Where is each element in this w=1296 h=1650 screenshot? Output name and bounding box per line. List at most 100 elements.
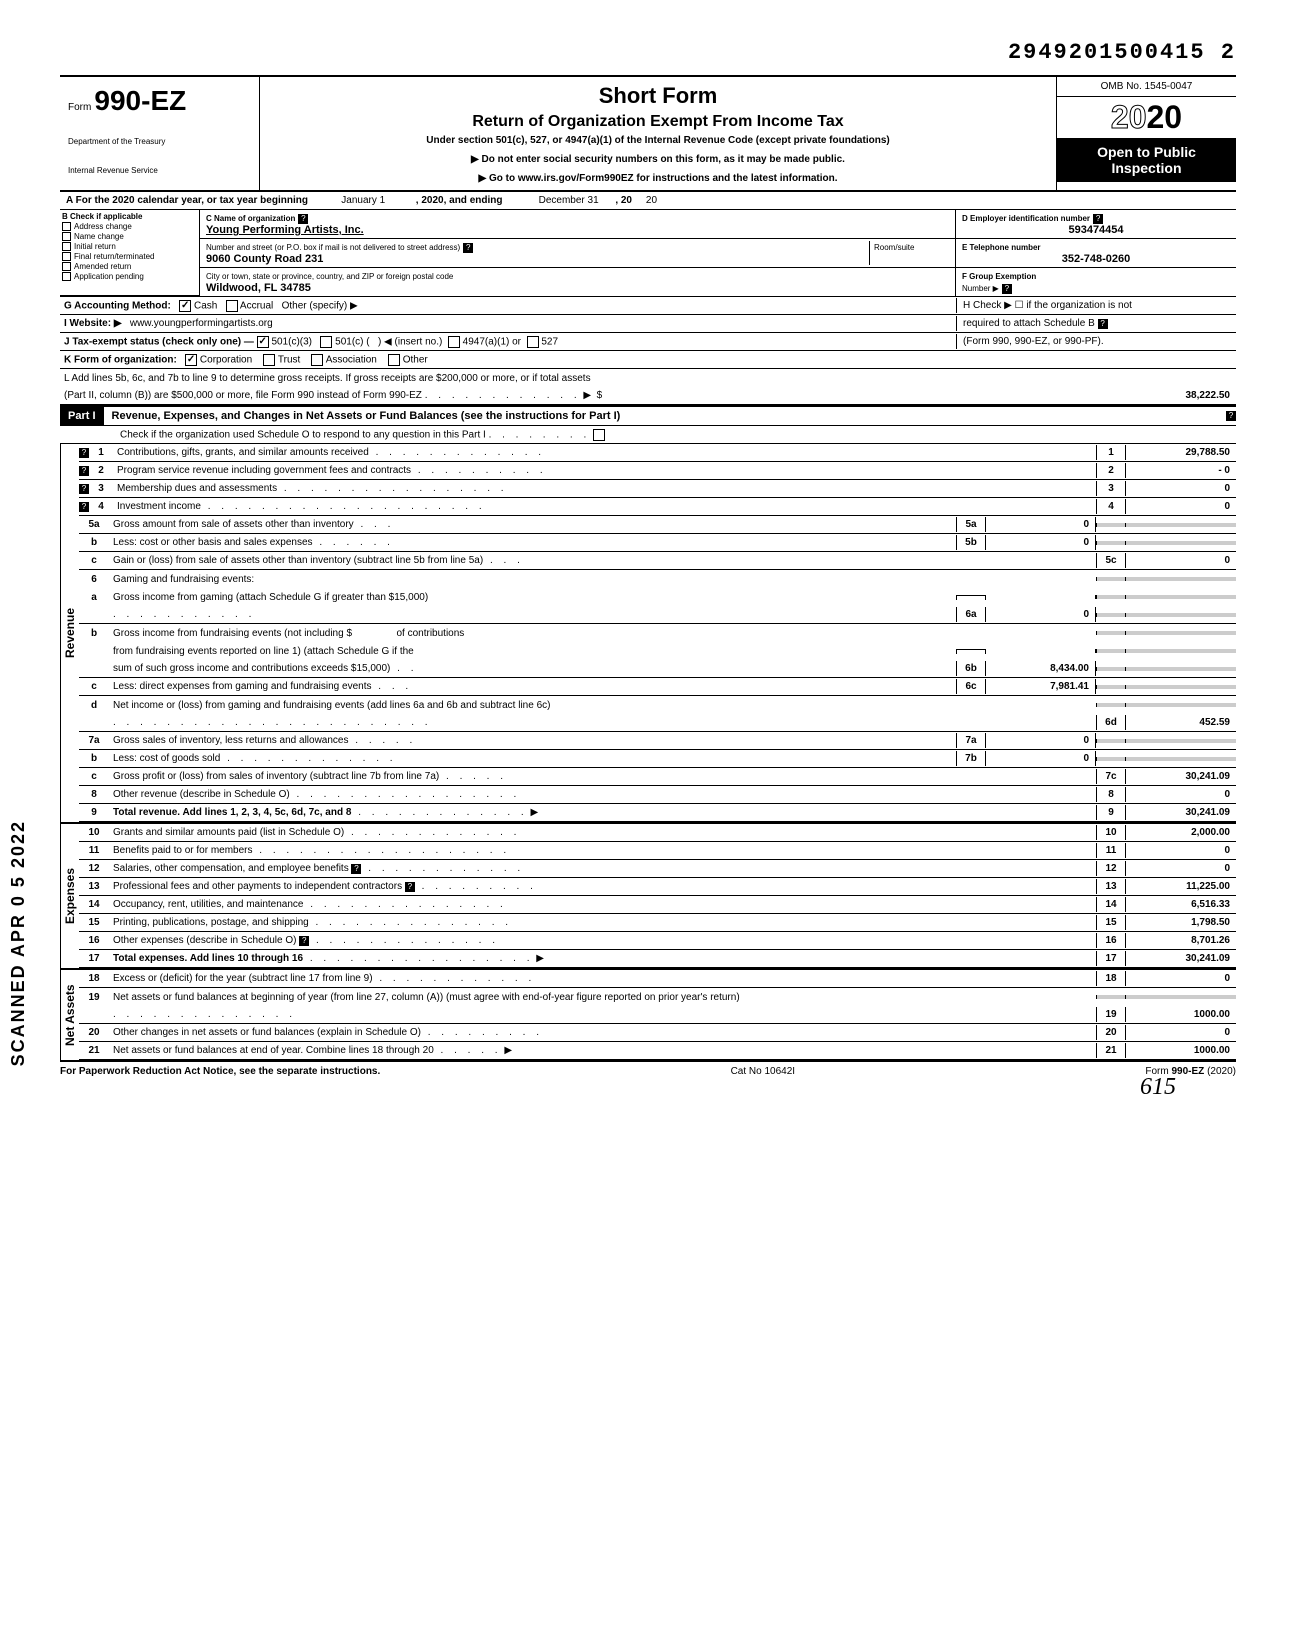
line-14-box: 14	[1096, 897, 1126, 912]
line-6d-text: Net income or (loss) from gaming and fun…	[109, 698, 1096, 713]
line-17-val: 30,241.09	[1126, 951, 1236, 966]
cal-mid: , 2020, and ending	[416, 195, 503, 206]
assoc-check[interactable]	[311, 354, 323, 366]
line-6b-val: 8,434.00	[986, 661, 1096, 676]
schedo-check[interactable]	[593, 429, 605, 441]
help-icon[interactable]: ?	[463, 243, 473, 253]
accrual-check[interactable]	[226, 300, 238, 312]
line-5b-box: 5b	[956, 535, 986, 550]
f-group-label: F Group Exemption	[962, 272, 1036, 281]
line-10-box: 10	[1096, 825, 1126, 840]
line-1-box: 1	[1096, 445, 1126, 460]
line-6d-num: d	[79, 700, 109, 711]
line-12-val: 0	[1126, 861, 1236, 876]
name-change-check[interactable]	[62, 232, 71, 241]
line-13-text: Professional fees and other payments to …	[113, 881, 402, 892]
help-icon[interactable]: ?	[1098, 319, 1108, 329]
corp-check[interactable]	[185, 354, 197, 366]
501c3-check[interactable]	[257, 336, 269, 348]
line-15-box: 15	[1096, 915, 1126, 930]
scanned-stamp: SCANNED APR 0 5 2022	[8, 820, 29, 1066]
i-website-label: I Website: ▶	[64, 318, 122, 329]
cal-yy: 20	[646, 195, 657, 206]
addr-change-check[interactable]	[62, 222, 71, 231]
line-5b-num: b	[79, 537, 109, 548]
pending-label: Application pending	[74, 272, 144, 281]
line-16-num: 16	[79, 935, 109, 946]
501c-label: 501(c) (	[335, 336, 369, 347]
line-6b-2: from fundraising events reported on line…	[109, 644, 956, 659]
line-2-val: - 0	[1126, 463, 1236, 478]
pending-check[interactable]	[62, 272, 71, 281]
help-icon[interactable]: ?	[79, 466, 89, 476]
501c-check[interactable]	[320, 336, 332, 348]
line-15-val: 1,798.50	[1126, 915, 1236, 930]
line-3-text: Membership dues and assessments	[117, 483, 277, 494]
amended-label: Amended return	[74, 262, 131, 271]
e-phone-label: E Telephone number	[962, 243, 1041, 252]
line-7c-num: c	[79, 771, 109, 782]
help-icon[interactable]: ?	[79, 484, 89, 494]
h-check-text: H Check ▶ ☐ if the organization is not	[956, 298, 1236, 313]
line-6c-num: c	[79, 681, 109, 692]
line-3-num: 3	[89, 483, 113, 494]
4947-check[interactable]	[448, 336, 460, 348]
other-org-check[interactable]	[388, 354, 400, 366]
line-7b-box: 7b	[956, 751, 986, 766]
footer-left: For Paperwork Reduction Act Notice, see …	[60, 1066, 380, 1077]
help-icon[interactable]: ?	[1093, 214, 1103, 224]
line-8-box: 8	[1096, 787, 1126, 802]
line-7b-num: b	[79, 753, 109, 764]
cash-check[interactable]	[179, 300, 191, 312]
line-1-text: Contributions, gifts, grants, and simila…	[117, 447, 369, 458]
trust-check[interactable]	[263, 354, 275, 366]
line-15-text: Printing, publications, postage, and shi…	[113, 917, 309, 928]
help-icon[interactable]: ?	[298, 214, 308, 224]
line-10-val: 2,000.00	[1126, 825, 1236, 840]
help-icon[interactable]: ?	[79, 502, 89, 512]
initial-return-check[interactable]	[62, 242, 71, 251]
cal-begin: January 1	[341, 195, 385, 206]
line-11-text: Benefits paid to or for members	[113, 845, 253, 856]
l-value: 38,222.50	[1126, 388, 1236, 403]
line-14-text: Occupancy, rent, utilities, and maintena…	[113, 899, 303, 910]
line-19-num: 19	[79, 992, 109, 1003]
line-3-box: 3	[1096, 481, 1126, 496]
part1-title: Revenue, Expenses, and Changes in Net As…	[104, 407, 1226, 425]
line-2-box: 2	[1096, 463, 1126, 478]
line-12-num: 12	[79, 863, 109, 874]
return-title: Return of Organization Exempt From Incom…	[270, 113, 1046, 131]
help-icon[interactable]: ?	[405, 882, 415, 892]
line-7a-num: 7a	[79, 735, 109, 746]
line-11-num: 11	[79, 845, 109, 856]
final-return-label: Final return/terminated	[74, 252, 154, 261]
line-6-text: Gaming and fundraising events:	[109, 572, 1096, 587]
line-6a-val: 0	[986, 607, 1096, 622]
line-5a-num: 5a	[79, 519, 109, 530]
help-icon[interactable]: ?	[351, 864, 361, 874]
line-21-text: Net assets or fund balances at end of ye…	[113, 1045, 434, 1056]
line-9-text: Total revenue. Add lines 1, 2, 3, 4, 5c,…	[113, 807, 351, 818]
help-icon[interactable]: ?	[299, 936, 309, 946]
help-icon[interactable]: ?	[1002, 284, 1012, 294]
527-check[interactable]	[527, 336, 539, 348]
amended-check[interactable]	[62, 262, 71, 271]
dln-number: 2949201500415 2	[60, 40, 1236, 65]
line-6-num: 6	[79, 574, 109, 585]
g-accounting-label: G Accounting Method:	[64, 300, 171, 311]
final-return-check[interactable]	[62, 252, 71, 261]
l-line1: L Add lines 5b, 6c, and 7b to line 9 to …	[60, 371, 1236, 386]
help-icon[interactable]: ?	[79, 448, 89, 458]
help-icon[interactable]: ?	[1226, 411, 1236, 421]
line-6b-pre: Gross income from fundraising events (no…	[113, 628, 352, 639]
line-21-val: 1000.00	[1126, 1043, 1236, 1058]
room-label: Room/suite	[874, 243, 914, 252]
line-12-box: 12	[1096, 861, 1126, 876]
tax-year: 2020	[1057, 97, 1236, 138]
line-6d-box: 6d	[1096, 715, 1126, 730]
org-name: Young Performing Artists, Inc.	[206, 224, 364, 236]
line-7a-text: Gross sales of inventory, less returns a…	[113, 735, 348, 746]
line-6b-3: sum of such gross income and contributio…	[113, 663, 390, 674]
open-public: Open to Public	[1063, 144, 1230, 160]
4947-label: 4947(a)(1) or	[463, 336, 521, 347]
